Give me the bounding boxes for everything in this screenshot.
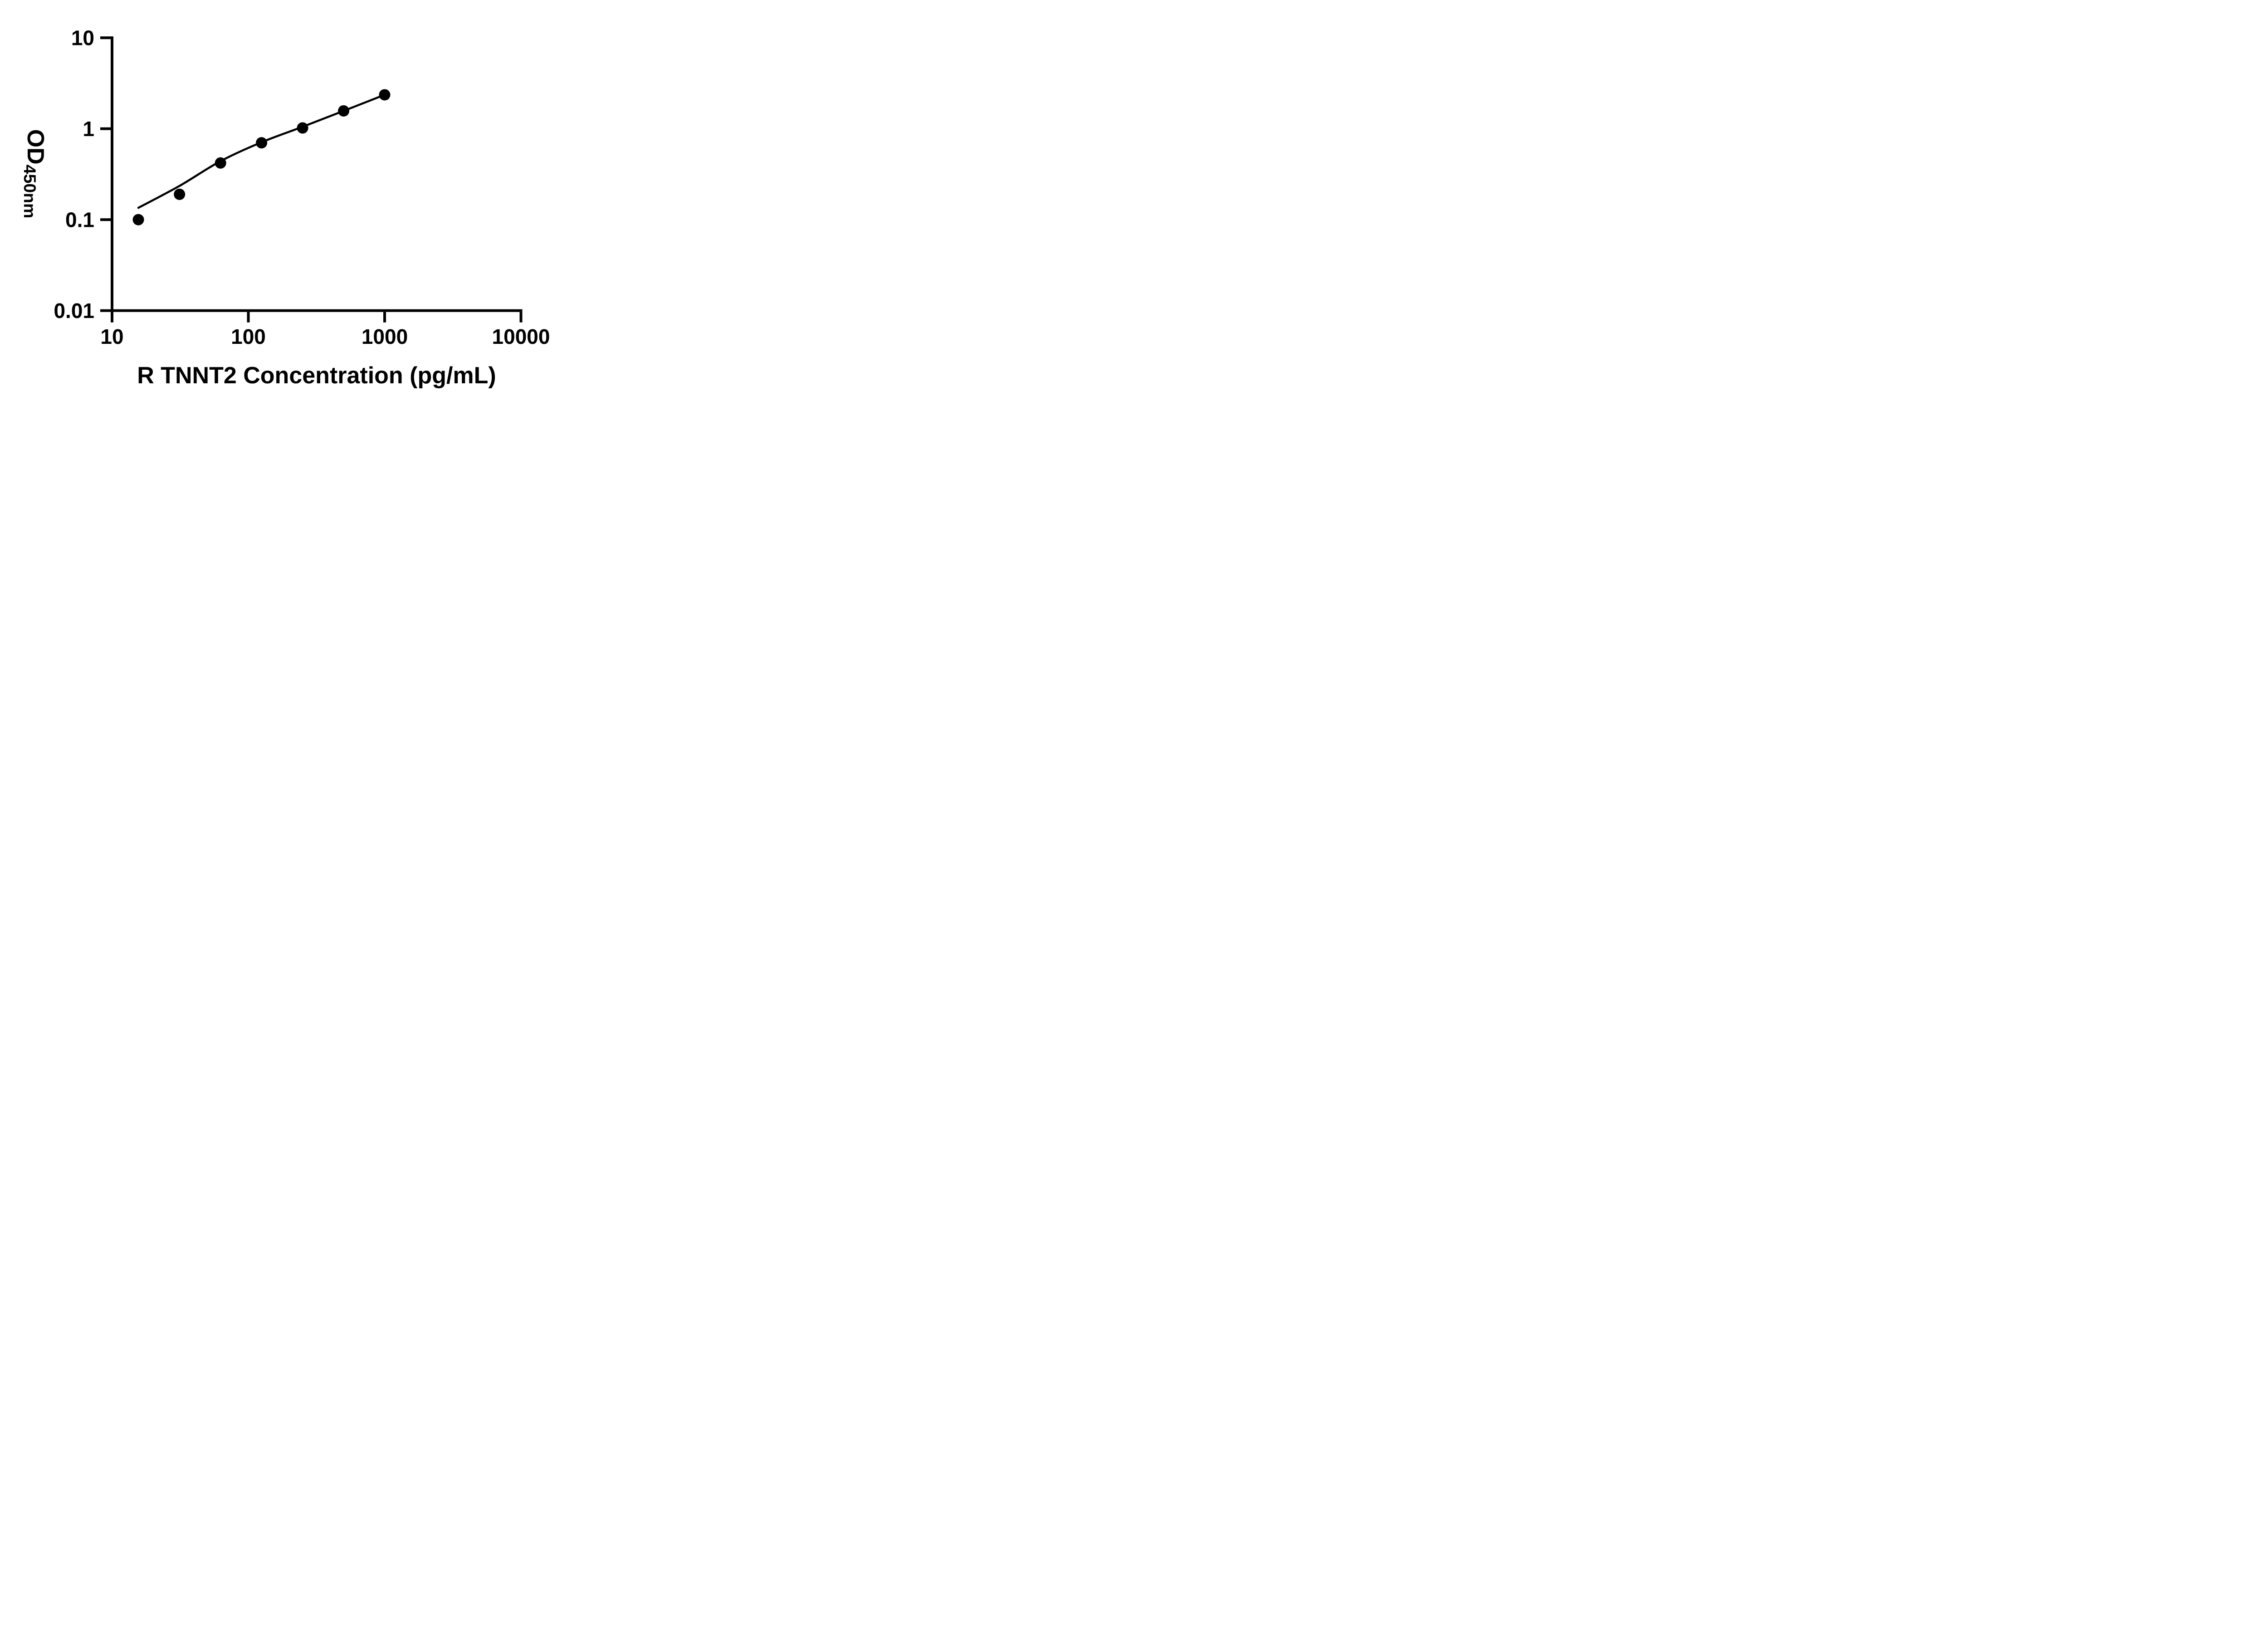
x-tick-label: 10000 <box>492 325 550 348</box>
data-point <box>379 89 391 101</box>
plot-area: 10 100 1000 10000 10 1 0.1 0.01 <box>54 26 550 348</box>
data-points-group <box>132 89 391 225</box>
y-axis-title-main: OD <box>22 129 49 165</box>
y-tick-label: 1 <box>83 117 94 141</box>
y-axis-ticks: 10 1 0.1 0.01 <box>54 26 111 323</box>
x-tick-label: 1000 <box>362 325 408 348</box>
x-axis-ticks: 10 100 1000 10000 <box>100 312 550 348</box>
y-tick-label: 10 <box>71 26 94 49</box>
y-tick-label: 0.01 <box>54 299 94 323</box>
y-tick-label: 0.1 <box>65 208 94 231</box>
x-axis-title: R TNNT2 Concentration (pg/mL) <box>137 362 496 389</box>
elisa-standard-curve-figure: 10 100 1000 10000 10 1 0.1 0.01 OD450nm R TNNT… <box>0 0 583 408</box>
data-point <box>256 137 268 149</box>
data-point <box>132 214 144 225</box>
y-axis-title-subscript: 450nm <box>20 164 39 219</box>
data-point <box>338 105 350 117</box>
data-point <box>174 188 186 200</box>
data-point <box>297 122 308 134</box>
data-point <box>215 157 226 169</box>
x-tick-label: 10 <box>100 325 123 348</box>
x-tick-label: 100 <box>231 325 266 348</box>
y-axis-title: OD450nm <box>17 83 54 264</box>
